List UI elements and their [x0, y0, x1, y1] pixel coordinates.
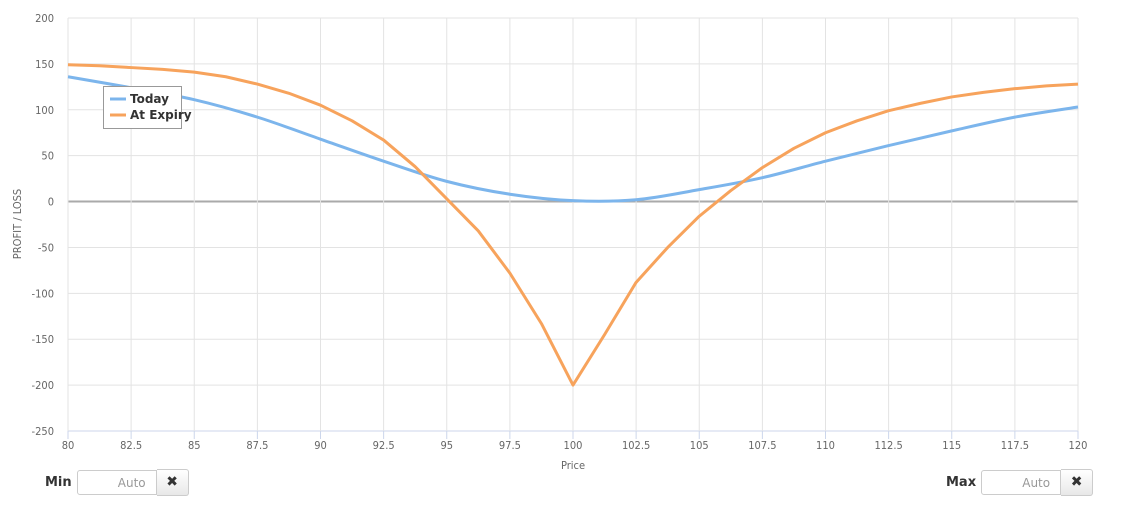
- x-tick-label: 110: [816, 439, 835, 452]
- x-tick-label: 115: [942, 439, 961, 452]
- x-tick-label: 95: [440, 439, 453, 452]
- y-tick-label: 0: [48, 196, 54, 209]
- y-axis-label: PROFIT / LOSS: [11, 189, 24, 259]
- series-line-at-expiry: [67, 63, 1079, 387]
- y-tick-label: -100: [32, 287, 54, 300]
- y-tick-label: 150: [35, 58, 54, 71]
- y-tick-label: -200: [32, 379, 54, 392]
- x-tick-label: 87.5: [246, 439, 268, 452]
- min-control: Min Auto ✖: [45, 469, 189, 496]
- max-input[interactable]: Auto: [981, 470, 1062, 495]
- y-tick-label: -250: [32, 425, 54, 438]
- x-tick-label: 117.5: [1001, 439, 1029, 452]
- x-tick-label: 90: [314, 439, 327, 452]
- x-tick-label: 97.5: [499, 439, 521, 452]
- x-tick-label: 92.5: [373, 439, 395, 452]
- max-label: Max: [946, 475, 977, 490]
- legend-box: [103, 86, 182, 129]
- legend-item: Today: [130, 92, 169, 106]
- legend-item: At Expiry: [130, 108, 192, 122]
- y-tick-label: -150: [32, 333, 54, 346]
- max-clear-button[interactable]: ✖: [1061, 469, 1094, 496]
- series-line-today: [67, 75, 1079, 203]
- y-tick-label: 200: [35, 12, 54, 25]
- x-tick-label: 120: [1069, 439, 1088, 452]
- x-tick-label: 85: [188, 439, 201, 452]
- close-icon: ✖: [166, 474, 179, 490]
- x-tick-label: 107.5: [748, 439, 776, 452]
- y-tick-label: 100: [35, 104, 54, 117]
- max-control: Max Auto ✖: [946, 469, 1094, 496]
- x-axis-label: Price: [561, 459, 585, 472]
- x-tick-label: 105: [690, 439, 709, 452]
- min-label: Min: [45, 475, 72, 490]
- close-icon: ✖: [1070, 474, 1083, 490]
- min-input[interactable]: Auto: [76, 470, 157, 495]
- x-tick-label: 102.5: [622, 439, 650, 452]
- x-tick-label: 100: [564, 439, 583, 452]
- x-tick-label: 82.5: [120, 439, 142, 452]
- y-tick-label: -50: [38, 241, 54, 254]
- x-tick-label: 80: [62, 439, 75, 452]
- x-tick-label: 112.5: [874, 439, 902, 452]
- y-tick-label: 50: [41, 150, 54, 163]
- min-clear-button[interactable]: ✖: [156, 469, 189, 496]
